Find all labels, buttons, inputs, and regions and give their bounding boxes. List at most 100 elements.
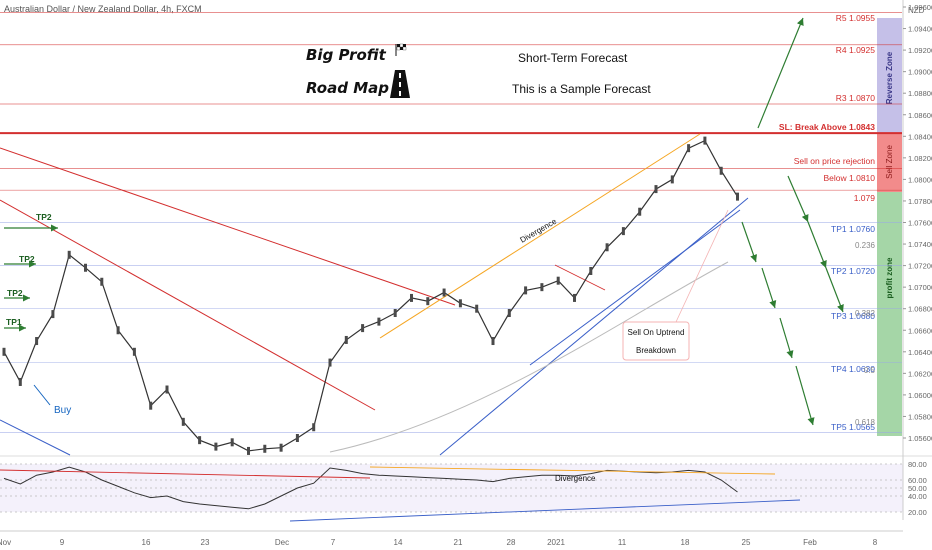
road-map-label: Road Map — [306, 79, 389, 97]
rsi-tick-label: 50.00 — [908, 484, 927, 493]
price-candle — [198, 436, 202, 445]
price-series — [2, 136, 739, 455]
forecast-arrow — [807, 221, 827, 269]
price-candle — [719, 166, 723, 175]
price-candle — [263, 444, 267, 453]
price-candle — [247, 446, 250, 455]
rsi-red-divergence — [0, 469, 371, 479]
time-tick-label: Nov — [0, 538, 11, 547]
fib-5: 0.5 — [864, 366, 876, 375]
price-tick-label: 1.08000 — [908, 175, 932, 184]
forecast-arrow — [825, 267, 844, 313]
level-r5: R5 1.0955 — [836, 13, 875, 23]
price-candle — [84, 263, 87, 272]
level-tp3: TP3 1.0680 — [831, 311, 875, 321]
tp-marker-1: TP2 — [36, 212, 52, 222]
price-tick-label: 1.06800 — [908, 305, 932, 314]
price-tick-label: 1.09400 — [908, 25, 932, 34]
price-line — [3, 139, 739, 452]
rsi-orange-divergence — [369, 466, 776, 475]
level-tp5: TP5 1.0565 — [831, 422, 875, 432]
price-tick-label: 1.08600 — [908, 111, 932, 120]
price-tick-label: 1.06200 — [908, 369, 932, 378]
price-candle — [230, 438, 234, 447]
buy-arrow — [33, 384, 51, 406]
blue-trendline-2 — [529, 209, 741, 366]
price-candle — [703, 136, 707, 145]
rsi-tick-label: 20.00 — [908, 508, 927, 517]
price-candle — [312, 423, 316, 432]
price-candle — [18, 377, 22, 386]
price-tick-label: 1.05800 — [908, 412, 932, 421]
price-candle — [35, 337, 39, 346]
price-candle — [344, 335, 348, 344]
symbol-title: Australian Dollar / New Zealand Dollar, … — [4, 4, 202, 14]
time-tick-label: 16 — [142, 538, 151, 547]
rsi-blue-trendline — [289, 499, 801, 522]
price-candle — [214, 442, 218, 451]
price-tick-label: 1.08200 — [908, 154, 932, 163]
time-tick-label: 9 — [60, 538, 65, 547]
price-tick-label: 1.06400 — [908, 348, 932, 357]
price-candle — [279, 443, 283, 452]
price-candle — [442, 288, 446, 297]
level-tp2: TP2 1.0720 — [831, 266, 875, 276]
price-candle — [475, 304, 479, 313]
sample-label: This is a Sample Forecast — [512, 82, 651, 96]
level-1079: 1.079 — [854, 193, 876, 203]
price-candle — [654, 185, 658, 194]
road-icon — [390, 70, 410, 98]
price-candle — [736, 192, 739, 201]
moving-average — [329, 261, 729, 453]
level-r3: R3 1.0870 — [836, 93, 875, 103]
time-tick-label: 18 — [681, 538, 690, 547]
price-tick-label: 1.05600 — [908, 434, 932, 443]
price-candle — [426, 297, 430, 306]
price-candle — [361, 324, 365, 333]
level-below: Below 1.0810 — [823, 173, 875, 183]
time-tick-label: 21 — [454, 538, 463, 547]
trend-lines — [0, 133, 749, 456]
red-trendline-lower — [0, 199, 376, 411]
price-candle — [328, 358, 332, 367]
blue-trendline-1 — [439, 197, 749, 456]
price-candle — [621, 227, 625, 236]
time-tick-label: 14 — [394, 538, 403, 547]
price-tick-label: 1.07800 — [908, 197, 932, 206]
price-candle — [181, 417, 185, 426]
tp-marker-2: TP2 — [19, 254, 35, 264]
price-candle — [67, 250, 71, 259]
level-sl: SL: Break Above 1.0843 — [779, 122, 875, 132]
price-candle — [100, 277, 104, 286]
price-candle — [589, 266, 593, 275]
price-candle — [524, 286, 528, 295]
level-sell-rejection: Sell on price rejection — [794, 156, 876, 166]
price-candle — [2, 347, 6, 356]
blue-trendline-left — [0, 419, 71, 456]
time-tick-label: 2021 — [547, 538, 565, 547]
divergence-label: Divergence — [519, 216, 559, 244]
time-tick-label: 23 — [201, 538, 210, 547]
price-candle — [556, 276, 560, 285]
time-tick-label: 28 — [507, 538, 516, 547]
level-lines — [0, 12, 902, 433]
time-tick-label: Feb — [803, 538, 817, 547]
fib-618: 0.618 — [855, 418, 876, 427]
level-tp4: TP4 1.0630 — [831, 364, 875, 374]
currency-label: NZD — [908, 6, 925, 15]
profit-zone-label: profit zone — [885, 257, 894, 298]
forecast-arrows — [741, 17, 844, 426]
fib-382: 0.382 — [855, 309, 876, 318]
price-candle — [393, 309, 397, 318]
red-trendline-upper — [0, 147, 456, 306]
forecast-arrow — [761, 267, 777, 309]
price-tick-label: 1.07000 — [908, 283, 932, 292]
forecast-arrow — [787, 175, 809, 223]
profit-zone-box — [877, 192, 902, 436]
time-tick-label: 7 — [331, 538, 336, 547]
level-tp1: TP1 1.0760 — [831, 224, 875, 234]
forecast-arrow — [757, 17, 804, 129]
